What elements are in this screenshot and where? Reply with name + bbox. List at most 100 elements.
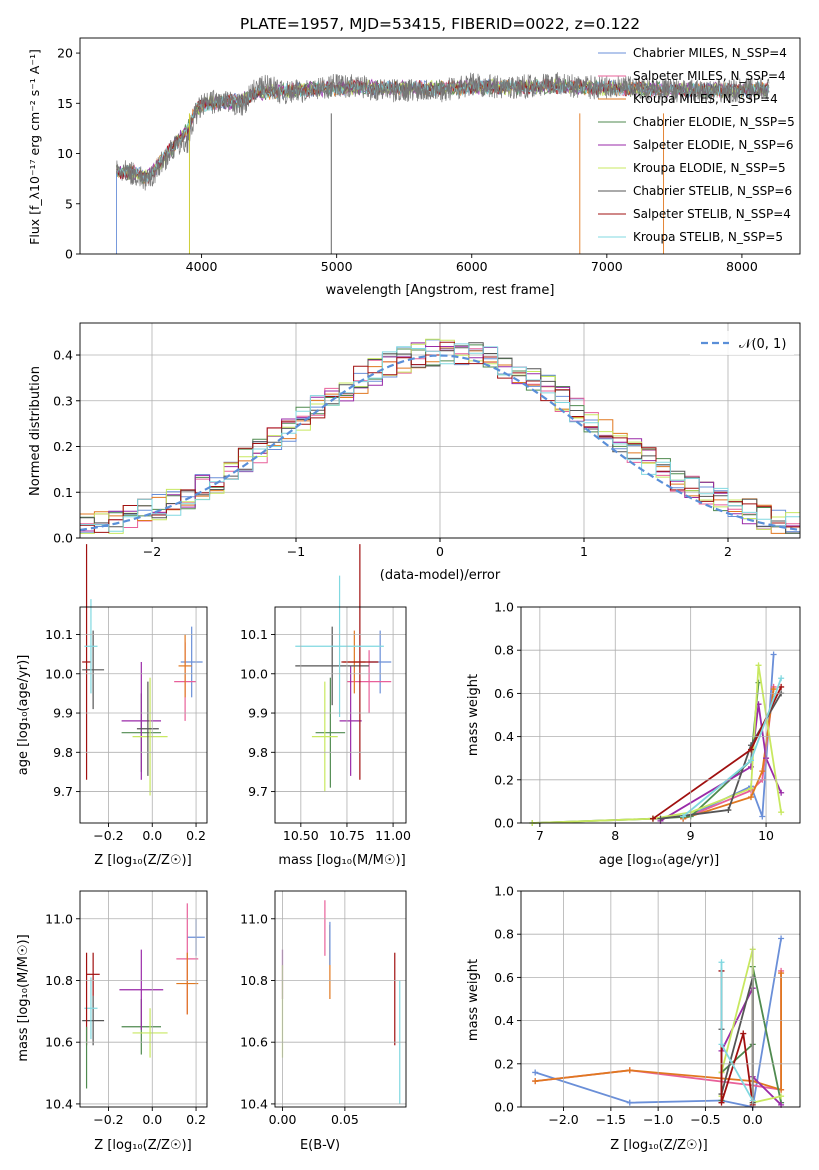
weight-marker-kroupa_stelib-0 — [718, 959, 725, 966]
legend-label-kroupa_elodie: Kroupa ELODIE, N_SSP=5 — [633, 161, 786, 175]
spectrum-xlabel: wavelength [Angstrom, rest frame] — [326, 283, 555, 298]
observed-spectrum — [116, 72, 770, 191]
legend-label-chabrier_miles: Chabrier MILES, N_SSP=4 — [633, 46, 787, 60]
spectrum-legend: Chabrier MILES, N_SSP=4 Salpeter MILES, N… — [598, 46, 795, 244]
y-tick-label-4: 0.4 — [53, 348, 73, 363]
x-tick-label-2: 6000 — [456, 259, 488, 274]
y-tick-label-1: 0.1 — [53, 485, 73, 500]
axes-frame — [520, 890, 801, 1108]
y-tick-label-0: 10.4 — [45, 1096, 73, 1111]
residual-histogram-kroupa_stelib — [80, 343, 800, 532]
residual-histogram-salpeter_stelib — [80, 341, 800, 533]
y-tick-label-3: 0.6 — [494, 970, 514, 985]
legend-label-kroupa_stelib: Kroupa STELIB, N_SSP=5 — [633, 230, 783, 244]
residual-ylabel: Normed distribution — [28, 366, 43, 496]
weight-marker-chabrier_miles-2 — [759, 813, 766, 820]
weight-marker-kroupa_miles-1 — [747, 794, 754, 801]
y-tick-label-4: 10.1 — [45, 627, 73, 642]
spectrum-ylabel: Flux [f_λ10⁻¹⁷ erg cm⁻² s⁻¹ A⁻¹] — [27, 49, 42, 245]
x-tick-label-1: 10.75 — [329, 828, 365, 843]
axes-frame — [274, 890, 407, 1108]
weight-marker-chabrier_miles-3 — [770, 651, 777, 658]
mass-z-xlabel: Z [log₁₀(Z/Z☉)] — [94, 1138, 191, 1153]
y-tick-label-0: 0.0 — [53, 531, 73, 546]
mass-vs-metallicity-panel: −0.2 0.0 0.2 10.4 10.6 10.8 11.0 Z [log₁₀(Z/Z☉… — [16, 890, 208, 1153]
weight-marker-salpeter_stelib-1 — [718, 1099, 725, 1106]
x-tick-label-4: 0.0 — [743, 1112, 763, 1127]
x-tick-label-4: 8000 — [726, 259, 758, 274]
weight-marker-chabrier_stelib-0 — [657, 815, 664, 822]
weight-marker-kroupa_stelib-1 — [747, 757, 754, 764]
x-tick-label-0: −2.0 — [548, 1112, 578, 1127]
y-tick-label-2: 9.9 — [248, 706, 268, 721]
x-tick-label-3: 7000 — [591, 259, 623, 274]
y-tick-label-2: 10.8 — [240, 973, 268, 988]
x-tick-label-0: 10.50 — [283, 828, 319, 843]
mass-ebv-xlabel: E(B-V) — [300, 1138, 340, 1153]
mass-vs-ebv-panel: 0.00 0.05 10.4 10.6 10.8 11.0 E(B-V) — [240, 890, 407, 1153]
axes-frame — [79, 37, 801, 255]
legend-label-chabrier_stelib: Chabrier STELIB, N_SSP=6 — [633, 184, 792, 198]
y-tick-label-2: 10 — [57, 146, 73, 161]
y-tick-label-3: 0.6 — [494, 686, 514, 701]
y-tick-label-0: 10.4 — [240, 1096, 268, 1111]
x-tick-label-1: 0.0 — [142, 1112, 162, 1127]
residual-histogram-panel: −2 −1 0 1 2 0.0 0.1 0.2 0.3 0.4 𝒩(0, 1) (data-mod… — [28, 322, 801, 583]
axes-frame — [520, 606, 801, 824]
y-tick-label-5: 1.0 — [494, 884, 514, 899]
weight-age-ylabel: mass weight — [466, 674, 481, 756]
y-tick-label-1: 0.2 — [494, 1056, 514, 1071]
weight-marker-kroupa_miles-0 — [532, 1078, 539, 1085]
y-tick-label-3: 11.0 — [240, 911, 268, 926]
age-mass-xlabel: mass [log₁₀(M/M☉)] — [278, 853, 405, 868]
y-tick-label-3: 15 — [57, 96, 73, 111]
axes-frame — [274, 606, 407, 824]
spectrum-title: PLATE=1957, MJD=53415, FIBERID=0022, z=0… — [240, 15, 640, 33]
x-tick-label-2: 0.2 — [186, 828, 206, 843]
weight-marker-kroupa_stelib-2 — [778, 675, 785, 682]
legend-label-salpeter_stelib: Salpeter STELIB, N_SSP=4 — [633, 207, 791, 221]
weight-z-ylabel: mass weight — [466, 959, 481, 1041]
weight-marker-kroupa_miles-2 — [759, 768, 766, 775]
weight-marker-chabrier_stelib-1 — [725, 807, 732, 814]
weight-marker-chabrier_miles-0 — [532, 1069, 539, 1076]
weight-marker-kroupa_miles-1 — [626, 1067, 633, 1074]
y-tick-label-2: 0.2 — [53, 439, 73, 454]
y-tick-label-0: 0.0 — [494, 816, 514, 831]
y-tick-label-4: 10.1 — [240, 627, 268, 642]
x-tick-label-2: −1.0 — [643, 1112, 673, 1127]
y-tick-label-3: 10.0 — [45, 666, 73, 681]
weight-z-xlabel: Z [log₁₀(Z/Z☉)] — [610, 1138, 707, 1153]
x-tick-label-1: −1 — [287, 544, 305, 559]
y-tick-label-2: 0.4 — [494, 729, 514, 744]
x-tick-label-2: 0.2 — [186, 1112, 206, 1127]
y-tick-label-3: 11.0 — [45, 911, 73, 926]
mass-z-ylabel: mass [log₁₀(M/M☉)] — [16, 934, 31, 1061]
y-tick-label-0: 0.0 — [494, 1100, 514, 1115]
weight-marker-kroupa_elodie-5 — [778, 809, 785, 816]
y-tick-label-0: 9.7 — [53, 784, 73, 799]
x-tick-label-3: −0.5 — [690, 1112, 720, 1127]
y-tick-label-4: 0.8 — [494, 643, 514, 658]
x-tick-label-2: 0 — [436, 544, 444, 559]
y-tick-label-4: 0.8 — [494, 927, 514, 942]
age-z-xlabel: Z [log₁₀(Z/Z☉)] — [94, 853, 191, 868]
weight-marker-chabrier_miles-1 — [626, 1099, 633, 1106]
weight-marker-salpeter_elodie-4 — [778, 789, 785, 796]
x-tick-label-1: −1.5 — [596, 1112, 626, 1127]
x-tick-label-1: 5000 — [321, 259, 353, 274]
x-tick-label-0: −2 — [143, 544, 161, 559]
x-tick-label-3: 10 — [758, 828, 774, 843]
weight-marker-kroupa_elodie-4 — [778, 1093, 785, 1100]
y-tick-label-2: 0.4 — [494, 1013, 514, 1028]
axes-frame — [79, 606, 208, 824]
legend-label-kroupa_miles: Kroupa MILES, N_SSP=4 — [633, 92, 778, 106]
legend-label-salpeter_elodie: Salpeter ELODIE, N_SSP=6 — [633, 138, 794, 152]
x-tick-label-3: 1 — [580, 544, 588, 559]
x-tick-label-1: 0.0 — [142, 828, 162, 843]
x-tick-label-1: 8 — [611, 828, 619, 843]
weight-marker-chabrier_miles-4 — [778, 935, 785, 942]
y-tick-label-4: 20 — [57, 46, 73, 61]
weight-marker-kroupa_stelib-1 — [718, 1041, 725, 1048]
y-tick-label-5: 1.0 — [494, 600, 514, 615]
